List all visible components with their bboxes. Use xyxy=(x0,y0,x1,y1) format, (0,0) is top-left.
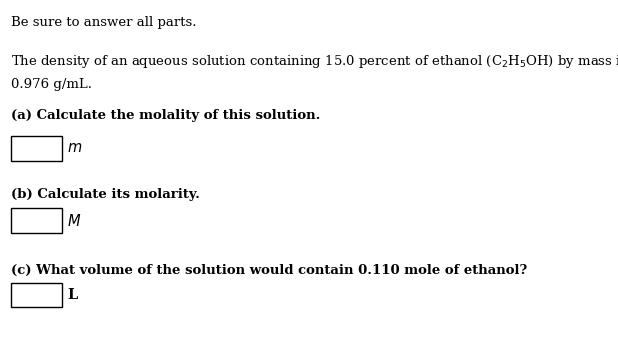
Text: (b) Calculate its molarity.: (b) Calculate its molarity. xyxy=(11,188,200,201)
Text: $m$: $m$ xyxy=(67,141,83,155)
Text: (c) What volume of the solution would contain 0.110 mole of ethanol?: (c) What volume of the solution would co… xyxy=(11,264,527,277)
Text: L: L xyxy=(67,288,78,302)
Text: The density of an aqueous solution containing 15.0 percent of ethanol (C$_2$H$_5: The density of an aqueous solution conta… xyxy=(11,53,618,70)
Text: $M$: $M$ xyxy=(67,213,82,229)
Text: 0.976 g/mL.: 0.976 g/mL. xyxy=(11,78,92,91)
FancyBboxPatch shape xyxy=(11,208,62,233)
FancyBboxPatch shape xyxy=(11,136,62,161)
Text: (a) Calculate the molality of this solution.: (a) Calculate the molality of this solut… xyxy=(11,109,321,122)
Text: Be sure to answer all parts.: Be sure to answer all parts. xyxy=(11,16,197,29)
FancyBboxPatch shape xyxy=(11,283,62,307)
